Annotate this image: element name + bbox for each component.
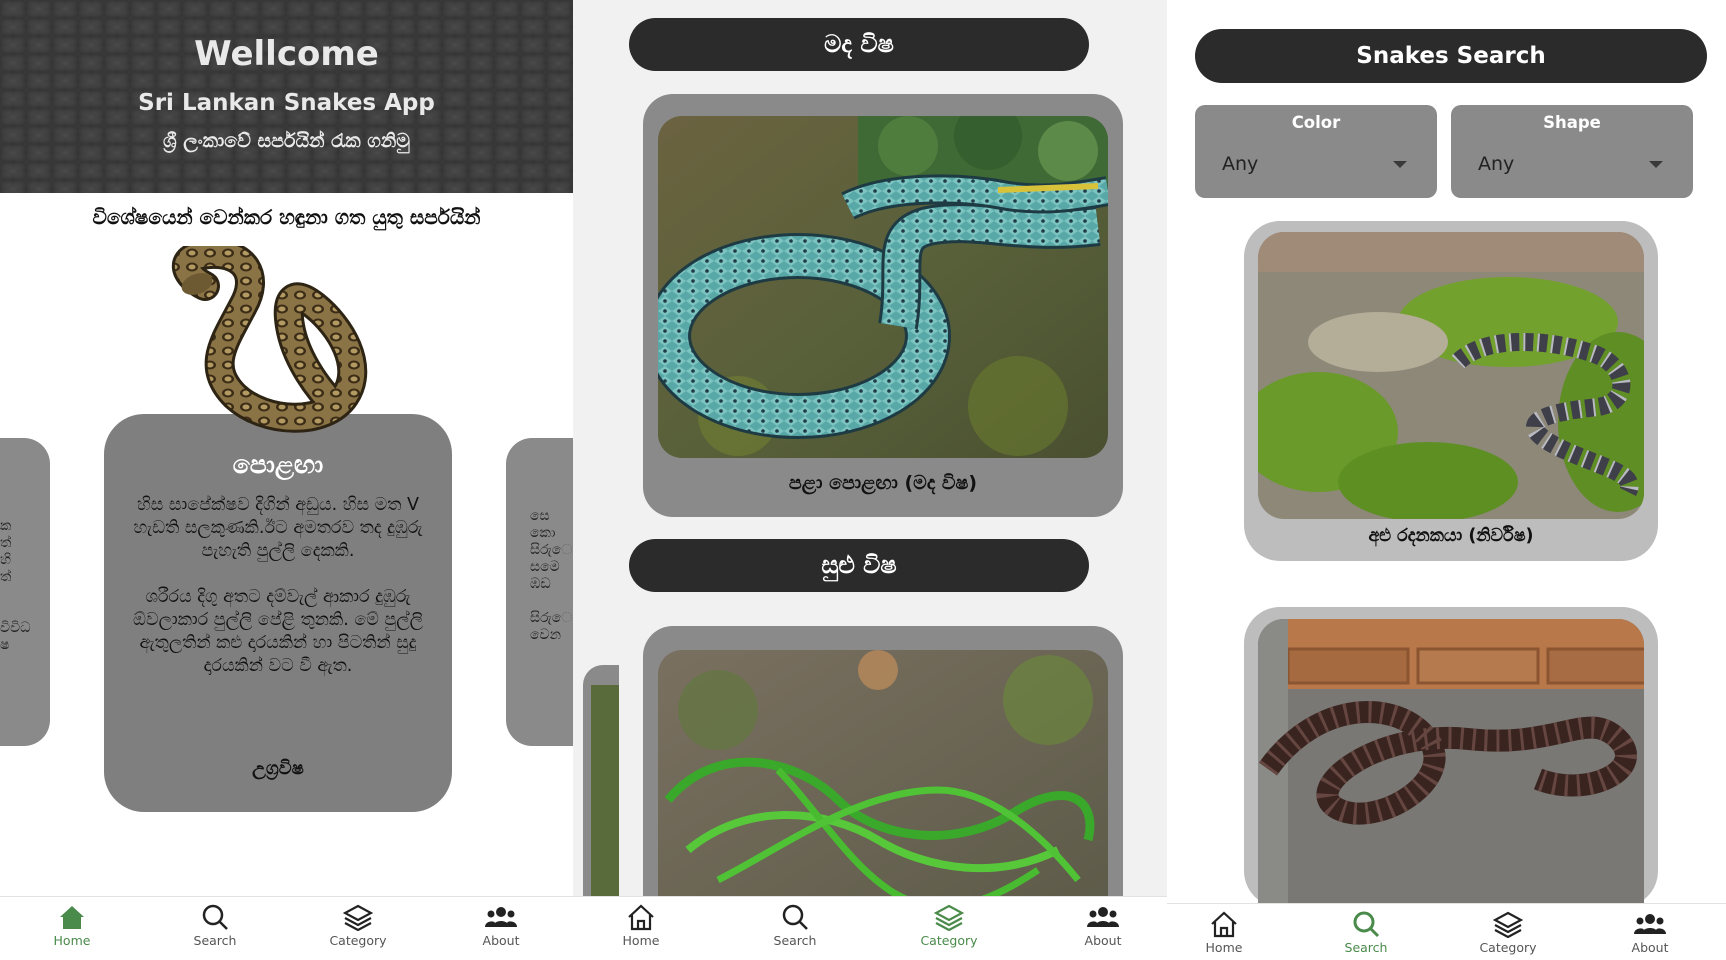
nav-category[interactable]: Category bbox=[889, 903, 1009, 948]
prev-card-photo bbox=[591, 685, 619, 925]
nav-home-label: Home bbox=[622, 933, 660, 948]
home-icon bbox=[628, 904, 654, 931]
nav-search-label: Search bbox=[1344, 940, 1388, 955]
category-header-mild-venom[interactable]: මද විෂ bbox=[629, 18, 1089, 71]
people-icon bbox=[1634, 914, 1666, 934]
wolf-snake-photo bbox=[1258, 232, 1644, 519]
next-card-text: සෙ කො සිරුෙ සමෙ ඹඩ සිරුෙ වෙන bbox=[530, 508, 573, 643]
bottom-nav: Home Search Category About bbox=[0, 896, 573, 960]
search-icon bbox=[1353, 911, 1380, 938]
color-filter-label: Color bbox=[1291, 113, 1341, 132]
snake-card-green-pit-viper[interactable]: පළා පොළඟා (මද විෂ) bbox=[643, 94, 1123, 517]
nav-category-label: Category bbox=[329, 933, 387, 948]
nav-about[interactable]: About bbox=[441, 903, 561, 948]
carousel-card-previous[interactable] bbox=[583, 665, 619, 925]
bottom-nav: Home Search Category About bbox=[573, 896, 1167, 960]
vine-snake-photo bbox=[658, 650, 1108, 926]
snake-photo bbox=[658, 650, 1108, 926]
kukri-snake-photo bbox=[1258, 619, 1644, 907]
chevron-down-icon bbox=[1649, 161, 1663, 168]
nav-search-label: Search bbox=[193, 933, 237, 948]
venom-type: උග්‍රවිෂ bbox=[252, 758, 304, 779]
layers-icon bbox=[343, 904, 373, 931]
featured-section-heading: විශේෂයෙන් වෙන්කර හඳුනා ගත යුතු සර්පයින් bbox=[92, 205, 481, 229]
nav-search-label: Search bbox=[773, 933, 817, 948]
nav-search[interactable]: Search bbox=[155, 903, 275, 948]
chevron-down-icon bbox=[1393, 161, 1407, 168]
nav-about-label: About bbox=[1084, 933, 1122, 948]
nav-home-label: Home bbox=[53, 933, 91, 948]
carousel-card-previous[interactable]: ක ත් හි ත් විවිධ ෂ bbox=[0, 438, 50, 746]
nav-about[interactable]: About bbox=[1043, 903, 1163, 948]
category-header-low-venom[interactable]: සුළු විෂ bbox=[629, 539, 1089, 592]
shape-filter-label: Shape bbox=[1543, 113, 1601, 132]
people-icon bbox=[1087, 907, 1119, 927]
shape-filter-value: Any bbox=[1478, 153, 1515, 175]
carousel-card-next[interactable]: සෙ කො සිරුෙ සමෙ ඹඩ සිරුෙ වෙන bbox=[506, 438, 573, 746]
nav-about[interactable]: About bbox=[1590, 910, 1710, 955]
snake-description: හිස සාපේක්ෂව දිගින් අඩුය. හිස මත V හැඩති… bbox=[133, 495, 423, 676]
color-filter-dropdown[interactable]: Color Any bbox=[1195, 105, 1437, 198]
nav-about-label: About bbox=[1631, 940, 1669, 955]
snake-card-vine-snake[interactable] bbox=[643, 626, 1123, 926]
nav-category[interactable]: Category bbox=[1448, 910, 1568, 955]
bottom-nav: Home Search Category About bbox=[1167, 903, 1726, 960]
hero-banner: Wellcome Sri Lankan Snakes App ශ්‍රී ලංක… bbox=[0, 0, 573, 193]
home-icon bbox=[1211, 911, 1237, 938]
search-icon bbox=[202, 904, 228, 930]
search-header: Snakes Search bbox=[1195, 29, 1707, 83]
app-tagline: ශ්‍රී ලංකාවේ සර්පයින් රැක ගනිමු bbox=[163, 130, 410, 152]
nav-home[interactable]: Home bbox=[12, 903, 132, 948]
nav-search[interactable]: Search bbox=[735, 903, 855, 948]
nav-search[interactable]: Search bbox=[1306, 910, 1426, 955]
snake-photo bbox=[1258, 232, 1644, 519]
home-icon bbox=[60, 906, 84, 929]
nav-category[interactable]: Category bbox=[298, 903, 418, 948]
nav-home-label: Home bbox=[1205, 940, 1243, 955]
result-caption: අළු රදනකයා (නිර්විෂ) bbox=[1368, 526, 1534, 546]
snake-name: පොළඟා bbox=[232, 450, 324, 479]
nav-about-label: About bbox=[482, 933, 520, 948]
search-result-card[interactable]: අළු රදනකයා (නිර්විෂ) bbox=[1244, 221, 1658, 561]
snake-card-caption: පළා පොළඟා (මද විෂ) bbox=[788, 472, 978, 494]
nav-home[interactable]: Home bbox=[581, 903, 701, 948]
home-screen: Wellcome Sri Lankan Snakes App ශ්‍රී ලංක… bbox=[0, 0, 573, 960]
prev-card-text: ක ත් හි ත් විවිධ ෂ bbox=[0, 518, 31, 653]
nav-category-label: Category bbox=[1479, 940, 1537, 955]
nav-category-label: Category bbox=[920, 933, 978, 948]
search-result-card[interactable] bbox=[1244, 607, 1658, 907]
welcome-title: Wellcome bbox=[194, 34, 379, 74]
featured-snake-card[interactable]: පොළඟා හිස සාපේක්ෂව දිගින් අඩුය. හිස මත V… bbox=[104, 414, 452, 812]
snake-photo bbox=[658, 116, 1108, 458]
search-screen: Snakes Search Color Any Shape Any bbox=[1167, 0, 1726, 960]
snake-photo bbox=[1258, 619, 1644, 907]
layers-icon bbox=[934, 904, 964, 931]
nav-home[interactable]: Home bbox=[1167, 910, 1284, 955]
search-icon bbox=[782, 904, 808, 930]
app-subtitle: Sri Lankan Snakes App bbox=[138, 90, 435, 116]
people-icon bbox=[485, 907, 517, 927]
russells-viper-image bbox=[171, 246, 368, 433]
color-filter-value: Any bbox=[1222, 153, 1259, 175]
layers-icon bbox=[1493, 911, 1523, 938]
shape-filter-dropdown[interactable]: Shape Any bbox=[1451, 105, 1693, 198]
green-pit-viper-photo bbox=[658, 116, 1108, 458]
category-screen: මද විෂ bbox=[573, 0, 1167, 960]
